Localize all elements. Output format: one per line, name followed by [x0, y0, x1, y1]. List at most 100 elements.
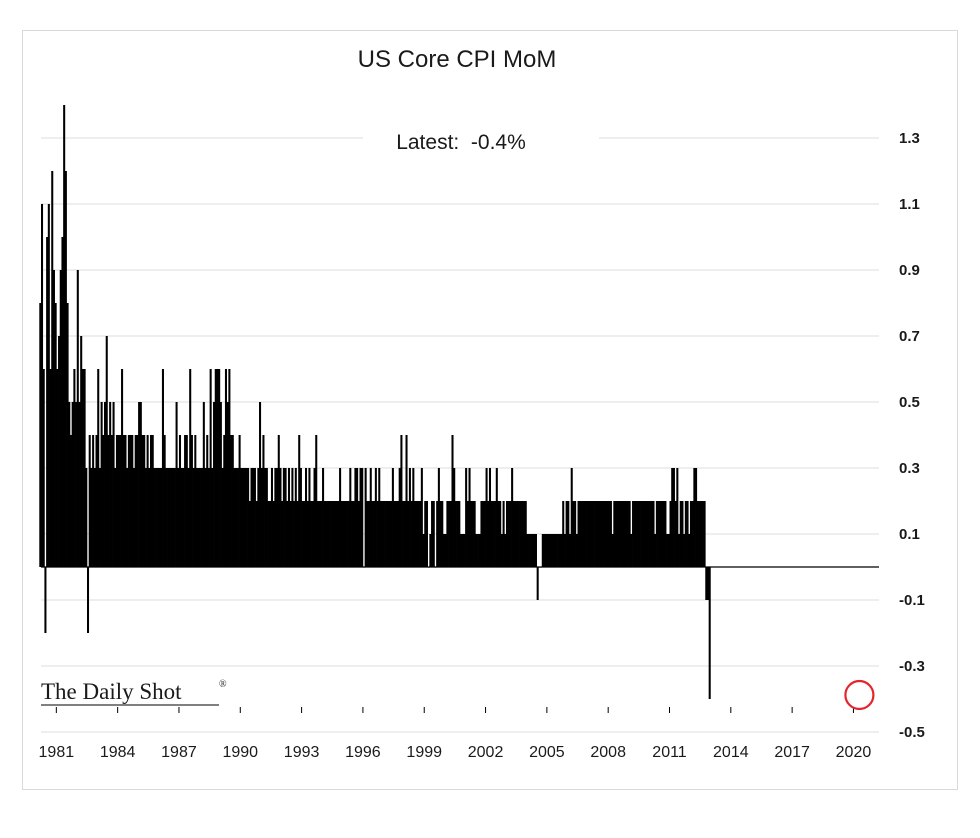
- bar: [623, 501, 626, 567]
- bar: [85, 468, 88, 567]
- bar: [471, 501, 474, 567]
- chart-title: US Core CPI MoM: [358, 46, 557, 73]
- bar: [551, 534, 555, 567]
- bar: [681, 501, 684, 567]
- bar: [86, 567, 90, 633]
- bar: [424, 501, 427, 567]
- bar: [276, 468, 279, 567]
- bar: [296, 501, 299, 567]
- bar: [477, 534, 480, 567]
- bar: [630, 534, 633, 567]
- x-tick-label: 2014: [713, 744, 749, 761]
- bar: [497, 501, 500, 567]
- source-logo-trademark: ®: [219, 679, 227, 690]
- bar: [95, 435, 98, 567]
- y-axis-ticks: 1.3 1.1 0.9 0.7 0.5 0.3 0.1 -0.1 -0.3 -0.5: [899, 130, 925, 741]
- bar: [311, 501, 314, 567]
- bar: [611, 534, 614, 567]
- x-tick-label: 1993: [284, 744, 320, 761]
- bar: [146, 435, 149, 567]
- bar: [620, 501, 623, 567]
- bar: [209, 369, 212, 567]
- bar: [350, 501, 354, 567]
- bar: [431, 501, 434, 567]
- bar: [483, 501, 486, 567]
- bar: [172, 468, 175, 567]
- bar: [664, 501, 667, 567]
- source-logo: The Daily Shot: [41, 679, 182, 704]
- bar: [250, 468, 253, 567]
- bar: [550, 534, 553, 567]
- bar: [335, 501, 338, 567]
- bar: [361, 468, 364, 567]
- bar: [366, 501, 369, 567]
- bar: [601, 501, 604, 567]
- chart-frame: 1.3 1.1 0.9 0.7 0.5 0.3 0.1 -0.1 -0.3 -0.5 1981 19…: [22, 30, 958, 790]
- bar: [638, 501, 641, 567]
- bar: [517, 501, 520, 567]
- bar: [482, 501, 485, 567]
- bar: [259, 402, 262, 567]
- bar: [226, 402, 229, 567]
- bar: [514, 501, 517, 567]
- bar: [264, 468, 267, 567]
- bar: [587, 501, 590, 567]
- bar: [243, 468, 246, 567]
- bar: [393, 501, 396, 567]
- bar: [245, 468, 248, 567]
- bar: [160, 468, 163, 567]
- bar: [119, 435, 122, 567]
- bar: [41, 204, 44, 567]
- bar: [322, 468, 325, 567]
- bar: [274, 468, 277, 567]
- bar: [570, 468, 573, 567]
- bar: [235, 468, 238, 567]
- x-axis-ticks: 1981 1984 1987 1990 1993 1996 1999 2002 2005 2008…: [39, 707, 871, 761]
- bar: [270, 468, 273, 567]
- bar: [647, 501, 650, 567]
- bar: [124, 435, 127, 567]
- bar: [456, 501, 459, 567]
- bar: [436, 501, 439, 567]
- bar: [189, 369, 192, 567]
- bar: [396, 501, 400, 567]
- bar: [369, 468, 372, 567]
- bar: [466, 501, 469, 567]
- bar: [609, 501, 612, 567]
- bar: [356, 468, 359, 567]
- bar: [177, 468, 180, 567]
- bar: [228, 369, 231, 567]
- x-tick-label: 1990: [222, 744, 258, 761]
- bar: [102, 435, 105, 567]
- bar: [643, 501, 646, 567]
- bar: [185, 435, 188, 567]
- bar: [567, 501, 570, 567]
- bar: [531, 534, 534, 567]
- bar: [528, 534, 531, 567]
- bar: [190, 435, 193, 567]
- bar: [318, 501, 321, 567]
- bar: [107, 435, 110, 567]
- bar: [223, 435, 226, 567]
- bar: [305, 468, 308, 567]
- bar: [73, 369, 76, 567]
- bar: [686, 501, 689, 567]
- bar: [238, 435, 241, 567]
- bar: [703, 501, 706, 567]
- bar: [333, 501, 337, 567]
- bar: [645, 501, 648, 567]
- bar: [432, 501, 435, 567]
- bar: [211, 468, 214, 567]
- bar: [655, 501, 658, 567]
- bar-series: [39, 105, 711, 699]
- bar: [58, 336, 61, 567]
- grid-lines: [41, 137, 879, 733]
- x-tick-label: 2008: [590, 744, 626, 761]
- bar: [444, 534, 447, 567]
- bar: [303, 501, 306, 567]
- y-tick-label: -0.3: [899, 658, 925, 675]
- bar: [642, 501, 645, 567]
- bar: [671, 468, 674, 567]
- bar: [659, 501, 662, 567]
- bar: [352, 501, 355, 567]
